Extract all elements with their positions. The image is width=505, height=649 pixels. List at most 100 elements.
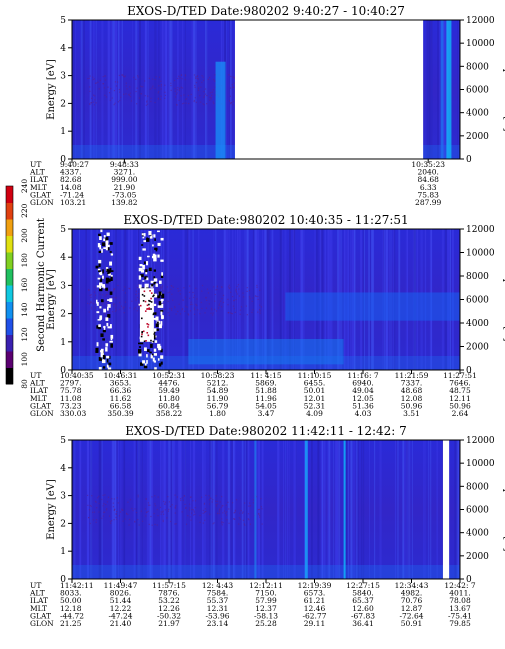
spectrogram-speckle [222,512,224,514]
spectrogram-speckle [196,304,198,307]
spectrogram-speckle [260,498,262,500]
gap-speckle [150,234,153,237]
spectrogram-speckle [183,287,185,289]
spectrogram-speckle [137,518,139,521]
spectrogram-streak [79,440,82,579]
gap-speckle [138,275,142,280]
spectrogram-speckle [222,301,225,304]
gap-speckle [99,284,102,289]
spectrogram-speckle [187,94,190,97]
orbit-glon-value: 139.82 [111,198,137,207]
spectrogram-streak [205,20,207,159]
y2-axis-label: Temperature [K] [502,468,505,552]
spectrogram-speckle [154,503,156,505]
gap-speckle [99,287,102,289]
gap-speckle [110,274,113,278]
orbit-glon-value: 23.14 [207,619,229,628]
gap-speckle [157,321,159,324]
spectrogram-speckle [152,85,154,87]
y2-tick-label: 12000 [466,16,495,26]
spectrogram-speckle [179,290,181,292]
gap-speckle [95,265,99,269]
spectrogram-speckle [213,102,215,105]
gap-speckle [109,242,113,245]
spectrogram-speckle [188,291,191,293]
spectrogram-speckle [124,292,127,294]
spectrogram-speckle [192,500,194,502]
spectrogram-streak [136,229,138,370]
gap-speckle [151,353,154,356]
spectrogram-speckle [233,299,235,302]
spectrogram-streak [114,229,116,370]
spectrogram-streak [436,440,438,579]
spectrogram-speckle [227,286,230,288]
spectrogram-speckle [102,75,104,78]
y2-tick-label: 8000 [466,482,489,492]
spectrogram-speckle [233,512,235,514]
spectrogram-speckle [170,82,172,84]
spectrogram-speckle [179,293,181,295]
spectrogram-speckle [93,291,96,293]
spectrogram-speckle [230,291,232,293]
spectrogram-speckle [199,313,201,315]
spectrogram-speckle [204,508,207,510]
gap-speckle [160,298,164,302]
spectrogram-streak [168,20,170,159]
spectrogram-speckle [90,301,92,303]
spectrogram-streak [191,20,194,159]
spectrogram-speckle [217,503,219,505]
spectrogram-streak [216,440,218,579]
spectrogram-streak [150,440,152,579]
gap-speckle [152,357,155,362]
spectrogram-speckle [98,502,100,505]
gap-speckle [107,306,109,311]
spectrogram-speckle [146,511,148,514]
spectrogram-speckle [259,304,261,306]
gap-speckle [151,283,154,287]
gap-speckle [97,277,101,280]
gap-speckle [143,240,147,243]
spectrogram-speckle [177,290,179,292]
gap-speckle [153,257,157,262]
orbit-glat-value: -72.64 [399,611,423,620]
spectrogram-streak [444,20,445,159]
colorbar-tick-label: 220 [20,203,29,218]
spectrogram-speckle [248,289,251,292]
spectrogram-streak [82,20,84,159]
gap-speckle [108,362,112,366]
spectrogram-speckle [185,98,187,101]
spectrogram-speckle [216,285,218,287]
spectrogram-speckle [121,509,123,511]
spectrogram-streak [213,440,215,579]
spectrogram-speckle [122,306,124,309]
orbit-ilat-value: 84.68 [417,175,439,184]
spectrogram-streak [236,229,239,370]
gap-speckle [105,287,109,291]
spectrogram-speckle [156,524,158,526]
spectrogram-speckle [174,506,176,508]
spectrogram-speckle [203,502,206,504]
y-tick-label: 3 [60,492,66,502]
colorbar-tick-label: 160 [20,278,29,293]
spectrogram-speckle [238,517,240,519]
orbit-ilat-value: 48.68 [401,386,423,395]
spectrogram-speckle [175,505,177,507]
gap-speckle [96,302,99,306]
spectrogram-speckle [181,497,183,499]
panel-1 [68,19,464,163]
gap-speckle [101,248,103,253]
spectrogram-speckle [113,498,115,500]
spectrogram-speckle [162,511,164,513]
spectrogram-speckle [259,516,261,518]
spectrogram-speckle [233,86,235,88]
spectrogram-streak [151,440,154,579]
orbit-ilat-value: 50.00 [60,596,82,605]
gap-speckle [143,233,146,237]
spectrogram-speckle [169,291,171,293]
spectrogram-speckle [225,514,228,516]
gap-speckle [96,311,100,314]
spectrogram-speckle [150,100,152,103]
gap-speckle [149,300,151,303]
orbit-alt-value: 4476. [158,379,179,388]
spectrogram-speckle [157,298,159,300]
